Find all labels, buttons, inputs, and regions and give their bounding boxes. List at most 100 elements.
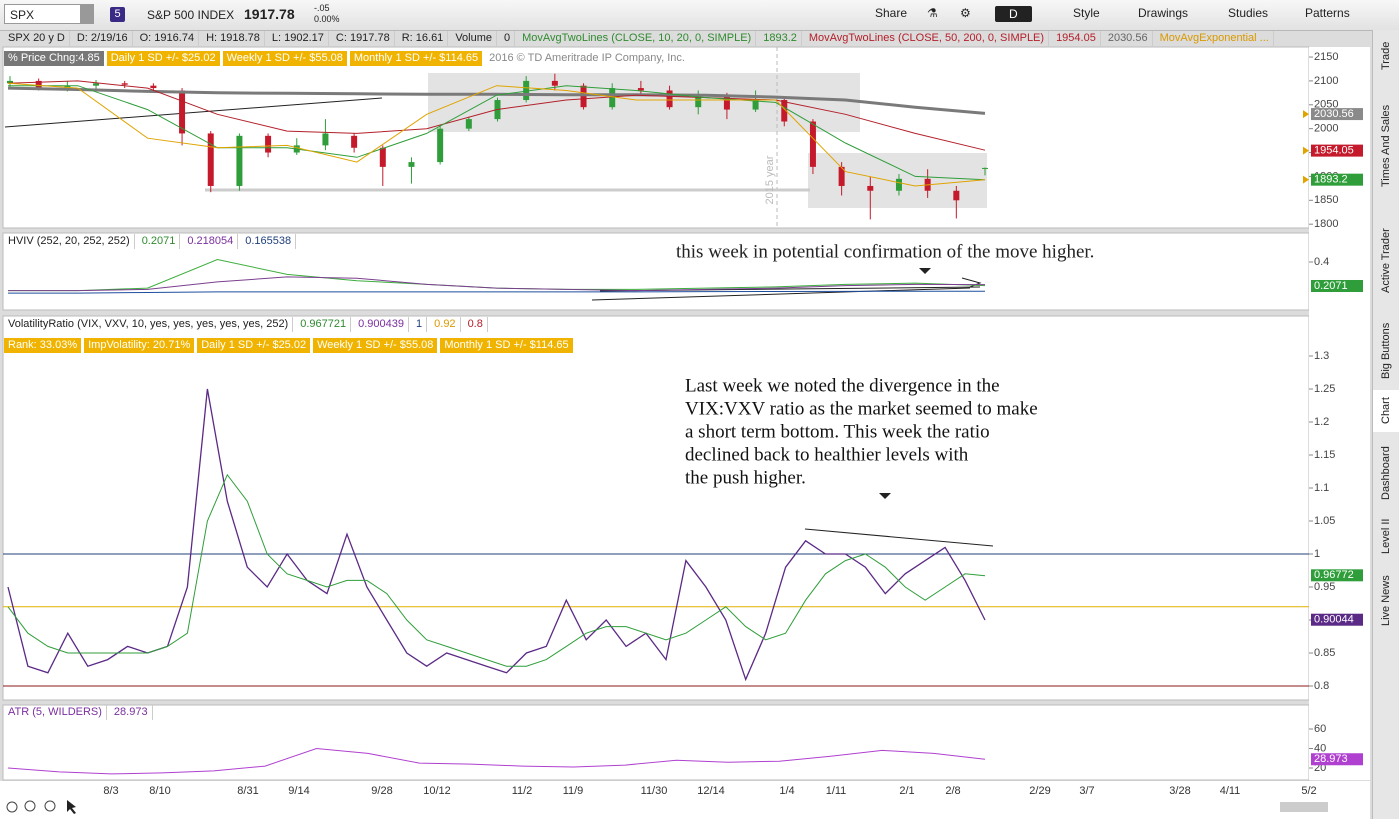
vol-panel bbox=[2, 315, 1310, 701]
zoom-out[interactable] bbox=[44, 800, 56, 812]
candle-body bbox=[64, 85, 71, 89]
header-item: 2030.56 bbox=[1104, 31, 1153, 46]
y-tick-label: 2000 bbox=[1314, 123, 1338, 135]
header-item: Monthly 1 SD +/- $114.65 bbox=[349, 51, 483, 66]
range-box bbox=[428, 73, 860, 132]
candle-body bbox=[121, 83, 128, 85]
candle-body bbox=[265, 135, 272, 153]
drawings-button[interactable]: Drawings bbox=[1138, 6, 1189, 20]
series-line bbox=[8, 290, 985, 294]
patterns-button[interactable]: Patterns bbox=[1305, 6, 1350, 20]
annotation: a short term bottom. This week the ratio bbox=[685, 421, 990, 442]
header-item: O: 1916.74 bbox=[136, 31, 200, 46]
value-marker-label: 1954.05 bbox=[1314, 145, 1354, 157]
sidebar-tab[interactable]: Active Trader bbox=[1380, 228, 1392, 294]
candle-body bbox=[523, 80, 530, 101]
study-header: Rank: 33.03% ImpVolatility: 20.71% Daily 1… bbox=[4, 338, 1304, 354]
candle-body bbox=[551, 80, 558, 86]
study-header: VolatilityRatio (VIX, VXV, 10, yes, yes,… bbox=[4, 317, 1304, 333]
value-marker bbox=[1311, 613, 1363, 626]
reset-icon[interactable] bbox=[6, 801, 18, 813]
symbol-input[interactable]: SPX bbox=[4, 4, 94, 24]
series-line bbox=[7, 473, 986, 667]
value-marker-label: 0.96772 bbox=[1314, 569, 1354, 581]
triangle-marker bbox=[879, 493, 891, 499]
x-tick-label: 11/2 bbox=[512, 785, 533, 797]
series-line bbox=[8, 85, 986, 181]
zoom-in[interactable] bbox=[24, 800, 36, 812]
candle-body bbox=[179, 90, 186, 134]
header-item: L: 1902.17 bbox=[268, 31, 329, 46]
link-badge[interactable]: 5 bbox=[110, 7, 125, 22]
header-item: % Price Chng:4.85 bbox=[4, 51, 104, 66]
candle-body bbox=[637, 88, 644, 91]
x-tick-label: 9/28 bbox=[371, 785, 392, 797]
value-marker-label: 2030.56 bbox=[1314, 108, 1354, 120]
toolbar: SPX 5 S&P 500 INDEX 1917.78 -.05 0.00% Sh… bbox=[0, 0, 1399, 31]
date-strip bbox=[0, 781, 1370, 819]
marker-pointer bbox=[1303, 110, 1309, 119]
header-item: VolatilityRatio (VIX, VXV, 10, yes, yes,… bbox=[4, 317, 294, 332]
candle-body bbox=[695, 95, 702, 108]
header-item: C: 1917.78 bbox=[332, 31, 395, 46]
style-button[interactable]: Style bbox=[1073, 6, 1100, 20]
change-abs: -.05 bbox=[314, 3, 330, 13]
candle-body bbox=[437, 128, 444, 163]
symbol-dropdown[interactable] bbox=[80, 5, 94, 23]
header-item: SPX 20 y D bbox=[4, 31, 70, 46]
marker-pointer bbox=[1303, 146, 1309, 155]
sidebar-tab[interactable]: Live News bbox=[1380, 575, 1392, 627]
y-tick-label: 1850 bbox=[1314, 194, 1338, 206]
sidebar-tab[interactable]: Times And Sales bbox=[1380, 104, 1392, 188]
y-tick-label: 0.85 bbox=[1314, 647, 1335, 659]
header-item: Weekly 1 SD +/- $55.08 bbox=[313, 338, 438, 353]
candle-body bbox=[580, 85, 587, 108]
candle-body bbox=[867, 185, 874, 191]
candle-body bbox=[93, 83, 100, 86]
hviv-panel bbox=[2, 232, 1310, 311]
x-tick-label: 2/1 bbox=[899, 785, 914, 797]
sidebar-tab[interactable]: Big Buttons bbox=[1380, 322, 1392, 380]
share-button[interactable]: Share bbox=[875, 6, 908, 20]
triangle-marker bbox=[919, 268, 931, 274]
x-tick-label: 9/14 bbox=[288, 785, 309, 797]
series-line bbox=[7, 80, 986, 151]
scrollbar[interactable] bbox=[1280, 802, 1328, 812]
study-header: ATR (5, WILDERS) 28.973 bbox=[4, 705, 1304, 721]
candle-body bbox=[895, 178, 902, 191]
header-item: 28.973 bbox=[110, 705, 153, 720]
x-tick-label: 2/29 bbox=[1029, 785, 1050, 797]
header-item: 2016 © TD Ameritrade IP Company, Inc. bbox=[489, 52, 685, 64]
period-button[interactable]: D bbox=[995, 6, 1032, 22]
pointer-icon[interactable] bbox=[67, 800, 76, 814]
y-tick-label: 1.3 bbox=[1314, 350, 1329, 362]
candle-body bbox=[379, 147, 386, 167]
series-line bbox=[7, 747, 986, 775]
candle-body bbox=[322, 133, 329, 146]
sidebar-tab[interactable]: Chart bbox=[1373, 390, 1399, 432]
x-tick-label: 8/3 bbox=[103, 785, 118, 797]
value-marker bbox=[1311, 108, 1363, 121]
series-line bbox=[8, 276, 986, 292]
header-item: 0.8 bbox=[464, 317, 488, 332]
x-tick-label: 4/11 bbox=[1220, 785, 1241, 797]
candle-body bbox=[809, 121, 816, 167]
annotation: this week in potential confirmation of t… bbox=[676, 241, 1094, 262]
sidebar-tab[interactable]: Level II bbox=[1380, 518, 1392, 554]
candle-body bbox=[408, 162, 415, 167]
x-tick-label: 2/8 bbox=[945, 785, 960, 797]
x-tick-label: 1/11 bbox=[826, 785, 847, 797]
flask-button[interactable]: ⚗ bbox=[927, 6, 938, 20]
header-item: Rank: 33.03% bbox=[4, 338, 82, 353]
sidebar-tab[interactable]: Trade bbox=[1380, 41, 1392, 71]
candle-body bbox=[351, 135, 358, 148]
change-pct: 0.00% bbox=[314, 14, 340, 24]
header-item: 0.92 bbox=[430, 317, 461, 332]
studies-button[interactable]: Studies bbox=[1228, 6, 1269, 20]
settings-button[interactable]: ⚙ bbox=[960, 6, 971, 20]
x-tick-label: 10/12 bbox=[423, 785, 451, 797]
change: -.05 0.00% bbox=[314, 3, 340, 25]
sidebar-tab[interactable]: Dashboard bbox=[1380, 446, 1392, 500]
header-item: 0 bbox=[500, 31, 516, 46]
trend-line bbox=[591, 287, 971, 301]
